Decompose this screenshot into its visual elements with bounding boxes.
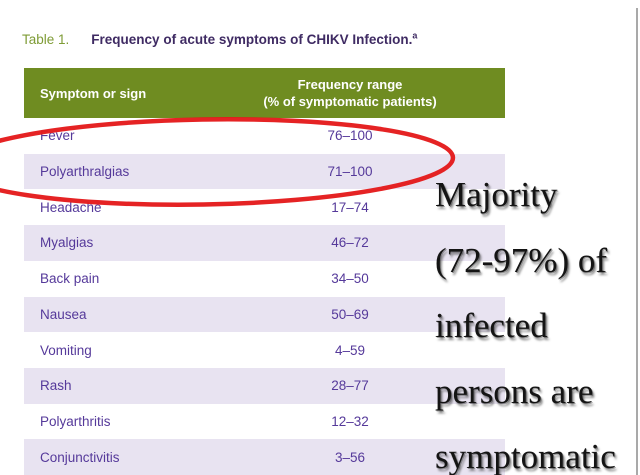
table-caption: Table 1. Frequency of acute symptoms of C… <box>22 30 417 47</box>
symptoms-table: Symptom or sign Frequency range (% of sy… <box>24 68 505 475</box>
column-header-symptom: Symptom or sign <box>40 85 147 101</box>
symptom-cell: Fever <box>40 128 75 144</box>
column-header-frequency: Frequency range (% of symptomatic patien… <box>195 76 505 110</box>
range-cell: 3–56 <box>334 449 366 465</box>
table-caption-label: Table 1. <box>22 31 70 47</box>
column-header-frequency-line2: (% of symptomatic patients) <box>263 94 437 109</box>
table-row-back-pain: Back pain 34–50 <box>24 260 505 297</box>
range-cell: 28–77 <box>331 378 369 394</box>
symptom-cell: Polyarthralgias <box>40 164 130 180</box>
range-cell: 76–100 <box>327 128 373 144</box>
symptom-cell: Rash <box>40 378 72 394</box>
annotation-text: Majority (72-97%) of infected persons ar… <box>435 162 640 475</box>
range-cell: 12–32 <box>331 413 369 429</box>
symptom-cell: Headache <box>40 199 102 215</box>
table-row-polyarthritis: Polyarthritis 12–32 <box>24 403 505 440</box>
table-caption-text: Frequency of acute symptoms of CHIKV Inf… <box>91 30 418 47</box>
table-row-polyarthralgias: Polyarthralgias 71–100 <box>24 153 505 190</box>
annotation-line: symptomatic <box>435 437 616 475</box>
column-header-frequency-line1: Frequency range <box>297 77 403 92</box>
annotation-line: (72-97%) of <box>435 240 608 280</box>
table-row-rash: Rash 28–77 <box>24 367 505 404</box>
footnote-marker: a <box>412 30 418 40</box>
symptom-cell: Vomiting <box>40 342 92 358</box>
table-caption-title: Frequency of acute symptoms of CHIKV Inf… <box>91 31 413 47</box>
table-header-row: Symptom or sign Frequency range (% of sy… <box>24 68 505 118</box>
table-body: Fever 76–100 Polyarthralgias 71–100 Head… <box>24 118 505 475</box>
symptom-cell: Conjunctivitis <box>40 449 120 465</box>
annotation-line: persons are <box>435 371 594 411</box>
symptom-cell: Polyarthritis <box>40 413 111 429</box>
range-cell: 46–72 <box>331 235 369 251</box>
range-cell: 34–50 <box>331 271 369 287</box>
annotation-line: Majority <box>435 175 558 214</box>
range-cell: 4–59 <box>334 342 366 358</box>
table-row-vomiting: Vomiting 4–59 <box>24 332 505 368</box>
slide-right-border <box>636 8 638 475</box>
table-row-headache: Headache 17–74 <box>24 189 505 226</box>
table-row-nausea: Nausea 50–69 <box>24 296 505 333</box>
table-row-myalgias: Myalgias 46–72 <box>24 225 505 261</box>
symptom-cell: Nausea <box>40 306 87 322</box>
range-cell: 50–69 <box>331 306 369 322</box>
symptom-cell: Back pain <box>40 271 100 287</box>
table-row-fever: Fever 76–100 <box>24 118 505 154</box>
table-row-conjunctivitis: Conjunctivitis 3–56 <box>24 439 505 475</box>
symptom-cell: Myalgias <box>40 235 94 251</box>
annotation-line: infected <box>435 306 548 345</box>
